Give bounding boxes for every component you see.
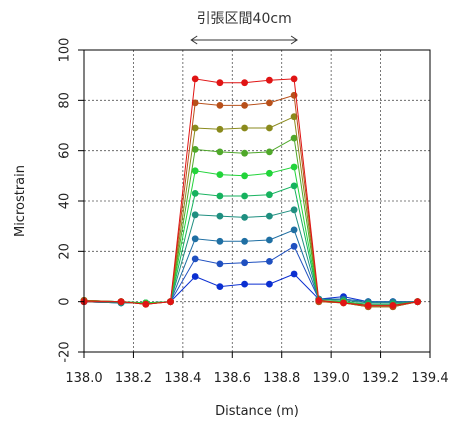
y-axis-title: Microstrain (13, 165, 28, 237)
data-point (241, 79, 249, 87)
y-tick-label: 20 (58, 243, 73, 260)
data-point (241, 237, 249, 245)
data-point (241, 102, 249, 109)
series-layer (80, 75, 421, 311)
data-point (290, 206, 298, 214)
axis-ticks: 138.0 138.2 138.4 138.6 138.8 139.0 139.2 139.4… (58, 38, 449, 386)
data-point (191, 273, 199, 280)
data-point (216, 260, 224, 268)
data-point (167, 298, 174, 306)
series-line (83, 115, 418, 308)
annotation-label: 引張区間40cm (197, 11, 292, 27)
data-point (266, 191, 273, 199)
data-point (241, 280, 249, 288)
data-point (191, 75, 199, 83)
y-tick-label: 60 (58, 142, 73, 159)
y-tick-label: 0 (58, 298, 73, 306)
data-point (290, 163, 298, 171)
data-point (266, 258, 273, 265)
data-point (191, 99, 199, 107)
x-axis-title: Distance (m) (215, 404, 299, 419)
y-tick-label: 100 (58, 38, 73, 63)
data-point (364, 302, 372, 309)
series-line (83, 94, 418, 308)
data-point (290, 134, 298, 142)
data-point (191, 124, 199, 132)
data-point (191, 167, 199, 175)
data-point (266, 148, 273, 156)
data-point (191, 146, 199, 153)
data-point (315, 297, 323, 304)
data-point (290, 226, 298, 234)
data-point (241, 172, 249, 180)
data-point (216, 171, 224, 179)
data-point (241, 214, 249, 221)
data-point (191, 190, 199, 197)
data-point (290, 113, 298, 121)
x-tick-label: 138.8 (263, 371, 300, 386)
data-point (266, 76, 273, 84)
data-point (290, 270, 298, 278)
data-point (241, 259, 249, 267)
data-point (191, 235, 199, 243)
arrow-right-icon (290, 35, 298, 45)
series-line (83, 229, 418, 304)
y-tick-label: 80 (58, 92, 73, 109)
series-line (84, 78, 418, 306)
y-tick-label: 40 (58, 193, 73, 210)
data-point (191, 211, 199, 219)
data-point (290, 242, 298, 250)
x-tick-label: 138.0 (65, 371, 102, 386)
data-point (216, 125, 224, 133)
x-tick-label: 138.4 (164, 371, 201, 386)
data-point (216, 148, 224, 156)
tension-span-annotation: 引張区間40cm (190, 11, 298, 45)
x-tick-label: 139.0 (313, 371, 350, 386)
x-tick-label: 139.2 (362, 371, 399, 386)
data-point (216, 237, 224, 245)
data-point (191, 255, 199, 263)
data-point (266, 124, 273, 132)
data-point (216, 283, 224, 290)
data-point (266, 236, 273, 244)
data-point (290, 75, 298, 83)
data-point (389, 302, 397, 309)
x-tick-label: 138.6 (214, 371, 251, 386)
data-point (142, 300, 150, 308)
data-point (216, 79, 224, 87)
data-point (266, 212, 273, 220)
series-line (83, 245, 418, 304)
x-tick-label: 139.4 (411, 371, 448, 386)
data-point (290, 182, 298, 190)
data-point (414, 298, 421, 306)
series-line (83, 137, 418, 308)
data-point (216, 102, 224, 109)
x-tick-label: 138.2 (115, 371, 152, 386)
data-point (216, 212, 224, 220)
data-point (216, 192, 224, 200)
y-tick-label: -20 (58, 341, 73, 362)
data-point (266, 169, 273, 177)
data-point (266, 280, 273, 288)
series-line (83, 166, 418, 306)
series-line (83, 209, 418, 304)
arrow-left-icon (190, 35, 198, 45)
data-point (241, 124, 249, 132)
series-line (83, 185, 418, 305)
data-point (340, 299, 347, 307)
data-point (241, 149, 249, 157)
data-point (117, 298, 125, 306)
data-point (266, 99, 273, 107)
data-point (241, 192, 249, 200)
